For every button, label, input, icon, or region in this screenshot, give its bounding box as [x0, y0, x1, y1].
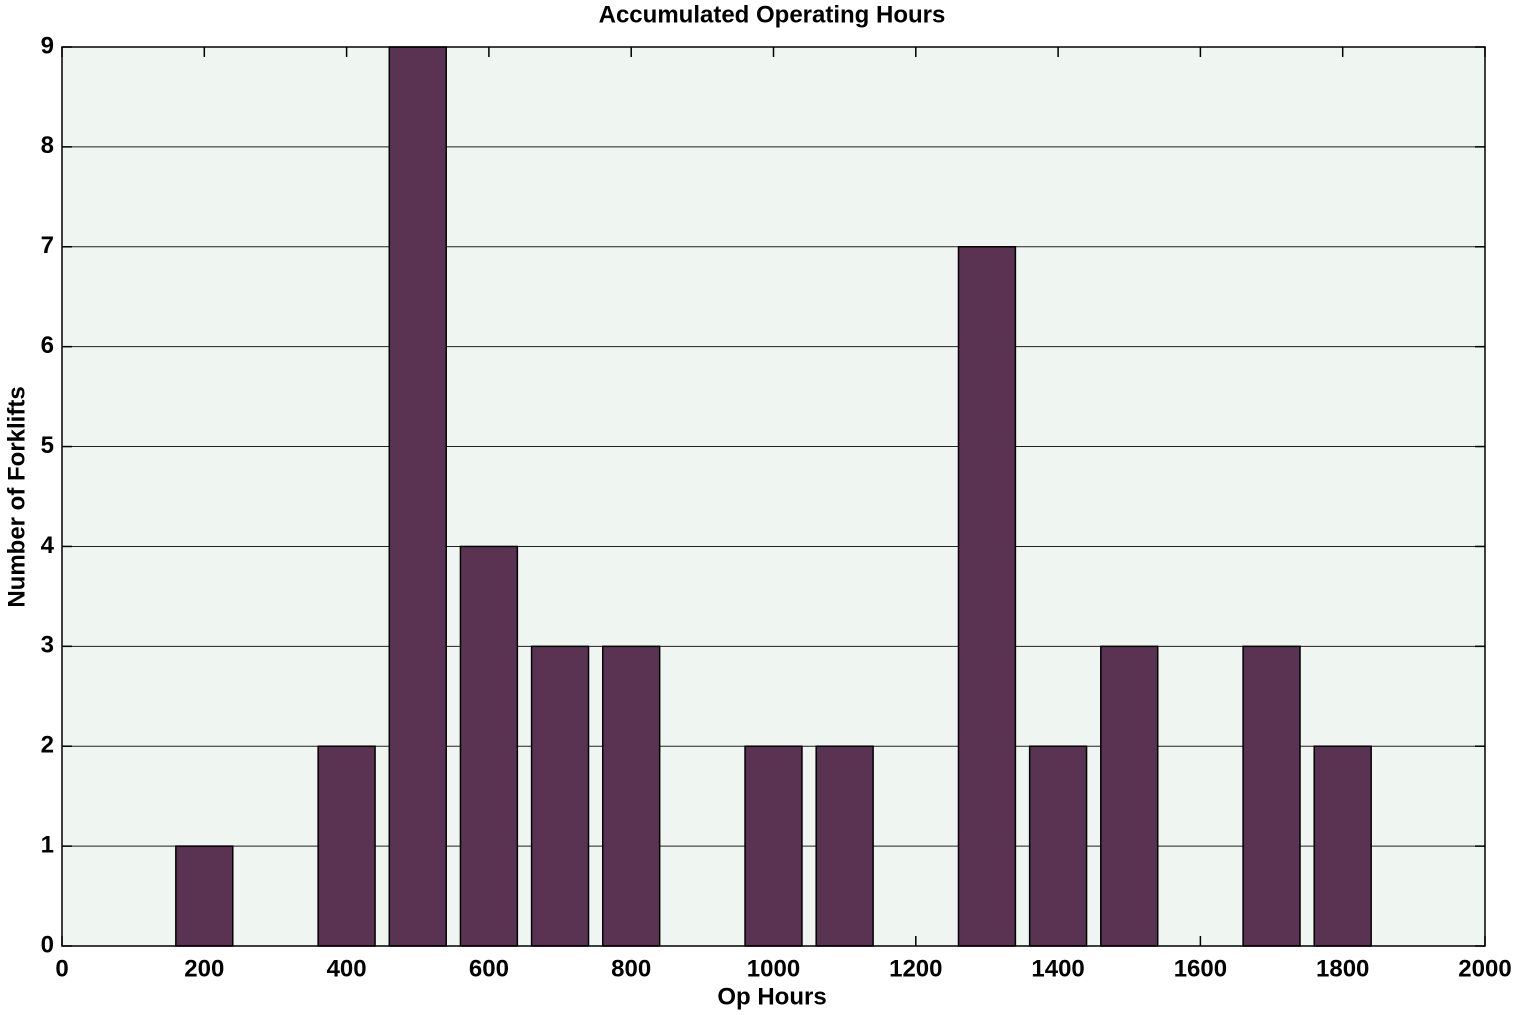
x-tick-label: 600: [469, 955, 509, 982]
x-tick-label: 0: [55, 955, 68, 982]
x-tick-label: 1800: [1316, 955, 1369, 982]
x-tick-label: 1200: [889, 955, 942, 982]
x-tick-label: 1400: [1031, 955, 1084, 982]
x-tick-label: 400: [327, 955, 367, 982]
y-tick-label: 0: [41, 931, 54, 958]
y-tick-label: 9: [41, 32, 54, 59]
bar: [1313, 745, 1372, 947]
y-tick-label: 4: [41, 532, 55, 559]
x-tick-label: 800: [611, 955, 651, 982]
y-tick-label: 5: [41, 432, 54, 459]
plot-border: [61, 46, 1486, 947]
chart-title: Accumulated Operating Hours: [599, 1, 946, 28]
y-tick-label: 8: [41, 132, 54, 159]
bar: [1100, 645, 1159, 947]
bar: [175, 845, 234, 947]
bar: [459, 545, 519, 947]
bar: [957, 246, 1017, 947]
bar: [1028, 745, 1088, 947]
y-tick-label: 7: [41, 232, 54, 259]
y-tick-label: 1: [41, 831, 54, 858]
x-tick-label: 1000: [747, 955, 800, 982]
x-axis-label: Op Hours: [717, 983, 826, 1010]
x-tick-label: 1600: [1174, 955, 1227, 982]
bar: [815, 745, 874, 947]
y-axis-label: Number of Forklifts: [3, 386, 30, 607]
y-tick-label: 3: [41, 632, 54, 659]
bar: [601, 645, 661, 947]
bar: [744, 745, 803, 947]
y-tick-label: 6: [41, 332, 54, 359]
bar: [1242, 645, 1301, 947]
bar: [530, 645, 590, 947]
bar: [388, 46, 447, 947]
bar: [317, 745, 376, 947]
x-tick-label: 200: [184, 955, 224, 982]
x-tick-label: 2000: [1458, 955, 1511, 982]
y-tick-label: 2: [41, 732, 54, 759]
